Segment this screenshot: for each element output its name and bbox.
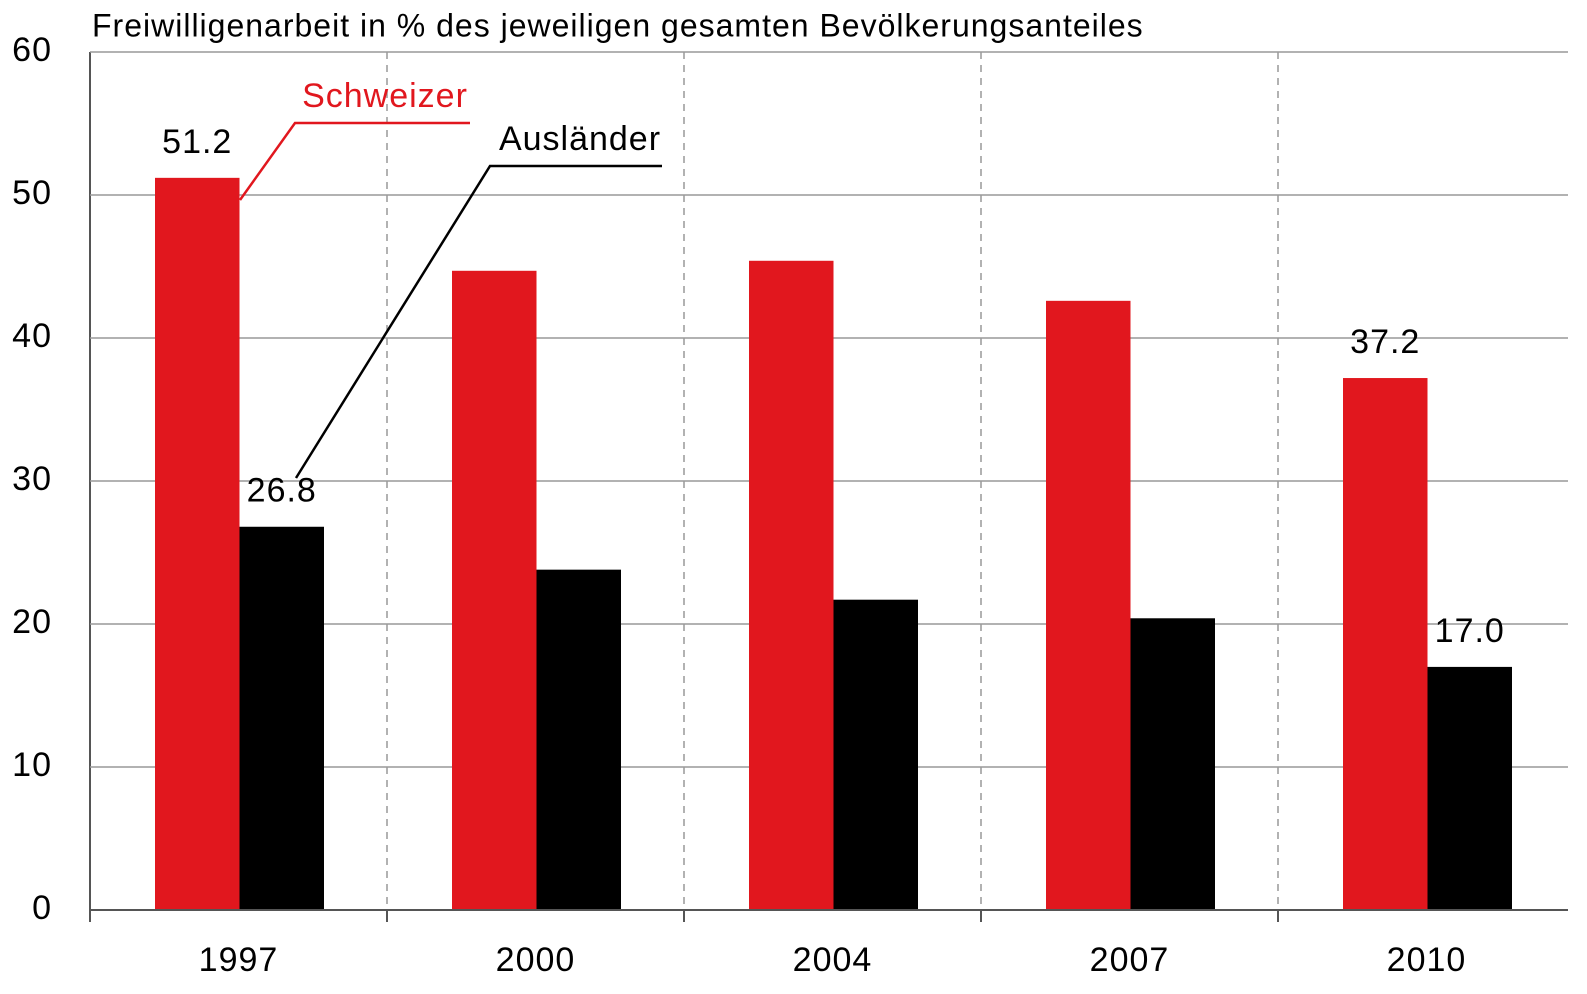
bar xyxy=(452,270,537,910)
y-tick-label: 0 xyxy=(32,889,52,927)
chart-title: Freiwilligenarbeit in % des jeweiligen g… xyxy=(92,7,1144,43)
y-tick-label: 50 xyxy=(12,174,52,212)
value-label: 17.0 xyxy=(1435,612,1505,650)
y-tick-label: 60 xyxy=(12,31,52,69)
bar xyxy=(1343,378,1428,910)
x-tick-label: 2004 xyxy=(793,941,873,979)
legend-label: Ausländer xyxy=(499,120,661,158)
y-tick-label: 10 xyxy=(12,746,52,784)
x-ticks xyxy=(89,910,1279,922)
bar xyxy=(1130,618,1215,910)
bar xyxy=(1046,300,1131,910)
value-label: 51.2 xyxy=(162,123,232,161)
value-label: 37.2 xyxy=(1350,323,1420,361)
bar xyxy=(536,569,621,910)
bar xyxy=(155,177,240,911)
legend-leader xyxy=(294,164,662,479)
y-tick-label: 20 xyxy=(12,603,52,641)
bar xyxy=(833,599,918,910)
value-label: 26.8 xyxy=(247,472,317,510)
bar xyxy=(1427,666,1512,910)
x-tick-label: 2010 xyxy=(1387,941,1467,979)
y-tick-label: 30 xyxy=(12,460,52,498)
bar xyxy=(749,260,834,910)
x-tick-label: 2000 xyxy=(496,941,576,979)
y-tick-label: 40 xyxy=(12,317,52,355)
x-tick-label: 2007 xyxy=(1090,941,1170,979)
legend-label: Schweizer xyxy=(302,77,468,115)
legend-leader xyxy=(238,121,470,201)
bar xyxy=(239,526,324,910)
x-tick-label: 1997 xyxy=(199,941,279,979)
